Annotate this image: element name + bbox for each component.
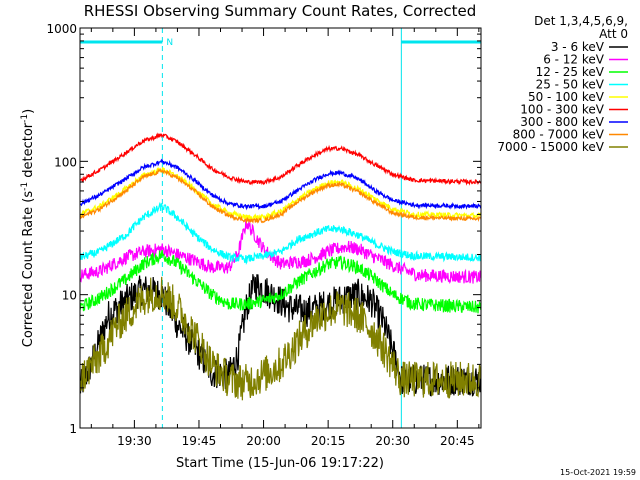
legend-header-line1: Det 1,3,4,5,6,9,	[534, 14, 628, 28]
plot-frame	[79, 27, 482, 429]
night-label: N	[166, 38, 173, 48]
legend-label: 800 - 7000 keV	[513, 128, 605, 142]
legend-label: 50 - 100 keV	[528, 90, 605, 104]
x-tick-label: 19:45	[182, 434, 217, 448]
x-tick-label: 19:30	[117, 434, 152, 448]
series-line	[80, 276, 481, 401]
y-axis-label-sup2: -1	[20, 114, 30, 123]
series-line	[80, 217, 481, 285]
legend-label: 7000 - 15000 keV	[497, 140, 604, 154]
legend-header-line2: Att 0	[599, 27, 628, 41]
series-line	[80, 132, 481, 186]
x-tick-label: 20:15	[311, 434, 346, 448]
y-axis-label-mid: detector	[21, 122, 36, 182]
legend-label: 300 - 800 keV	[520, 115, 604, 129]
x-tick-label: 20:45	[440, 434, 475, 448]
y-tick-label: 100	[54, 155, 77, 169]
chart-title: RHESSI Observing Summary Count Rates, Co…	[84, 2, 477, 20]
legend-label: 100 - 300 keV	[520, 103, 604, 117]
legend-label: 6 - 12 keV	[543, 53, 605, 67]
x-axis: 19:30 19:45 20:00 20:15 20:30 20:45	[90, 28, 480, 448]
y-axis-label-sup1: -1	[20, 182, 30, 191]
legend-label: 3 - 6 keV	[551, 40, 605, 54]
x-tick-label: 20:00	[246, 434, 281, 448]
y-axis-label: Corrected Count Rate (s-1 detector-1)	[20, 109, 36, 347]
y-tick-label: 1	[69, 422, 77, 436]
series-group	[80, 132, 481, 401]
y-axis-label-end: )	[21, 109, 36, 114]
x-tick-label: 20:30	[375, 434, 410, 448]
legend-label: 25 - 50 keV	[536, 78, 605, 92]
x-axis-label: Start Time (15-Jun-06 19:17:22)	[176, 456, 384, 471]
legend-label: 12 - 25 keV	[536, 65, 605, 79]
series-line	[80, 249, 481, 314]
series-line	[80, 201, 481, 265]
y-tick-label: 1000	[46, 22, 77, 36]
y-tick-label: 10	[62, 289, 77, 303]
series-line	[80, 167, 481, 225]
y-axis: 1 10 100 1000	[46, 22, 481, 436]
footer-timestamp: 15-Oct-2021 19:59	[560, 468, 636, 477]
y-axis-label-main: Corrected Count Rate (s	[21, 191, 36, 348]
series-line	[80, 158, 481, 211]
